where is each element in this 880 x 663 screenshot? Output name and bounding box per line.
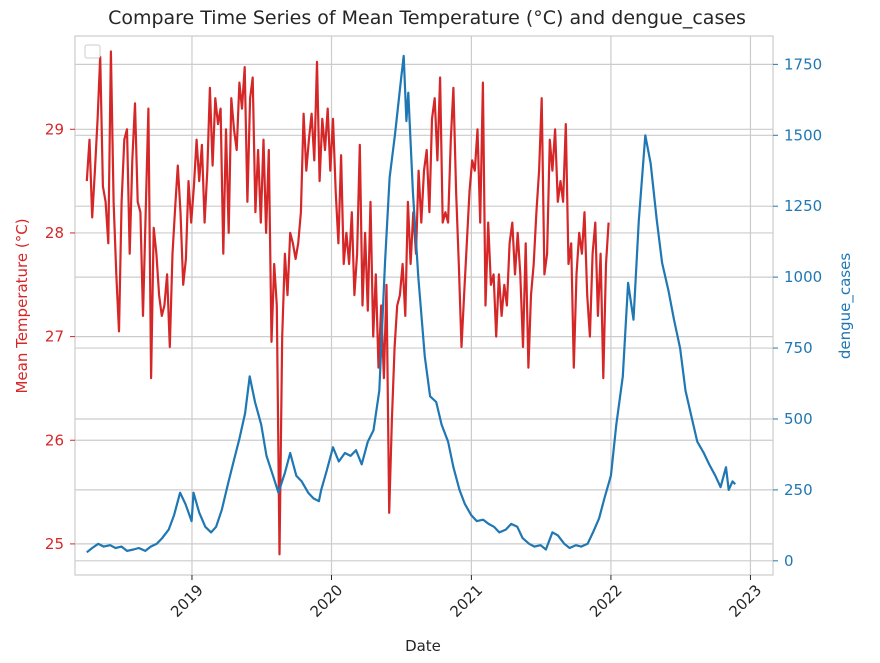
- y-left-tick-label-25: 25: [45, 535, 64, 553]
- x-tick-label-2023: 2023: [725, 581, 765, 621]
- x-tick-label-2019: 2019: [167, 581, 207, 621]
- y-right-tick-label-1000: 1000: [784, 268, 822, 286]
- plot-frame: [74, 35, 774, 576]
- y-left-tick-label-29: 29: [45, 120, 64, 138]
- y-left-tick-label-28: 28: [45, 224, 64, 242]
- y-left-axis-label: Mean Temperature (°C): [13, 218, 31, 393]
- chart-title: Compare Time Series of Mean Temperature …: [108, 7, 746, 29]
- y-left-tick-label-26: 26: [45, 431, 64, 449]
- plot-background: [75, 36, 773, 575]
- x-tick-label-2020: 2020: [307, 581, 347, 621]
- plot-area: 25 26 27 28 29 0 250 500 750 1000 1250 1500 1750 2019…: [45, 35, 822, 621]
- legend-box: [84, 44, 101, 59]
- y-left-tick-label-27: 27: [45, 328, 64, 346]
- series-line-mean-temperature: [85, 50, 610, 556]
- y-right-tick-label-1250: 1250: [784, 197, 822, 215]
- y-right-axis-label: dengue_cases: [836, 253, 855, 359]
- y-right-tick-label-1500: 1500: [784, 126, 822, 144]
- y-right-tick-label-500: 500: [784, 410, 813, 428]
- y-right-tick-label-750: 750: [784, 339, 813, 357]
- x-axis-label: Date: [405, 637, 441, 655]
- y-right-tick-label-1750: 1750: [784, 55, 822, 73]
- x-tick-label-2021: 2021: [446, 581, 486, 621]
- x-tick-label-2022: 2022: [586, 581, 626, 621]
- y-right-tick-label-0: 0: [784, 552, 794, 570]
- series-line-dengue-cases: [86, 54, 736, 554]
- y-right-tick-label-250: 250: [784, 481, 813, 499]
